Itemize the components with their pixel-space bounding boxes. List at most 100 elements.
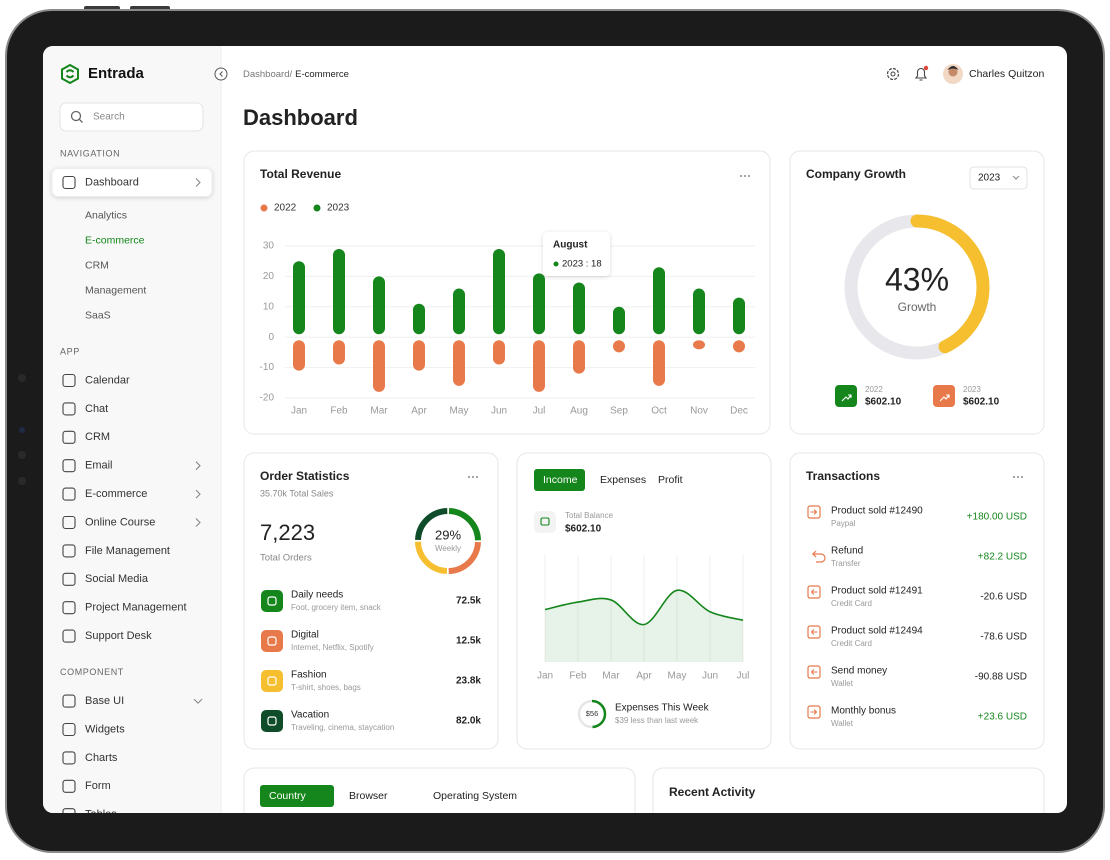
tooltip [543, 232, 610, 276]
nav-item[interactable]: Calendar [85, 374, 130, 386]
bar [453, 288, 465, 335]
device-camera [19, 427, 25, 433]
transaction-icon-arrow [810, 589, 818, 595]
x-tick-label: Oct [651, 406, 667, 417]
tab[interactable]: Expenses [600, 474, 646, 486]
nav-item[interactable]: Form [85, 780, 111, 792]
nav-item[interactable]: Tables [85, 809, 117, 821]
expense-ring-arc [577, 699, 607, 729]
tab[interactable]: Browser [349, 790, 388, 802]
card [652, 767, 1045, 813]
nav-item[interactable]: Email [85, 460, 113, 472]
bar [373, 340, 385, 392]
transaction-icon-arrow [810, 709, 818, 715]
menu-dot [744, 175, 746, 177]
y-tick-label: 0 [268, 332, 274, 343]
card-title: Order Statistics [260, 469, 350, 483]
search-icon [78, 118, 83, 123]
nav-item[interactable]: Charts [85, 752, 118, 764]
user-name[interactable]: Charles Quitzon [969, 68, 1044, 80]
nav-icon [62, 601, 76, 615]
bar [693, 288, 705, 335]
nav-subitem[interactable]: Management [85, 284, 146, 296]
card-title: Total Revenue [260, 167, 341, 181]
nav-item[interactable]: Support Desk [85, 630, 152, 642]
tab[interactable]: Operating System [433, 790, 517, 802]
menu-dot [476, 476, 478, 478]
avatar-hair [947, 66, 959, 70]
weekly-value: 29% [435, 527, 461, 542]
x-tick-label: Jun [491, 406, 507, 417]
tab-active-bg[interactable] [534, 469, 585, 491]
nav-subitem[interactable]: Analytics [85, 209, 127, 221]
breadcrumb-item: E-commerce [295, 69, 349, 80]
transaction-amount: +180.00 USD [967, 512, 1027, 523]
transaction-amount: +23.6 USD [978, 712, 1027, 723]
category-detail: Foot, grocery item, snack [291, 603, 382, 612]
nav-item[interactable]: File Management [85, 545, 170, 557]
nav-icon [62, 544, 76, 558]
weekly-label: Weekly [435, 544, 461, 553]
chevron [195, 178, 201, 187]
x-tick-label: May [450, 406, 469, 417]
nav-item[interactable]: Dashboard [85, 176, 139, 188]
year-select[interactable] [969, 166, 1028, 190]
transaction-amount: -20.6 USD [980, 592, 1027, 603]
nav-item[interactable]: Project Management [85, 602, 187, 614]
transaction-amount: +82.2 USD [978, 552, 1027, 563]
bar [333, 340, 345, 365]
nav-icon [62, 402, 76, 416]
tab-active-bg[interactable] [260, 785, 334, 807]
page-title: Dashboard [243, 105, 358, 130]
legend-label: 2023 [327, 203, 350, 214]
wallet-icon-glyph [540, 517, 550, 526]
nav-icon [62, 430, 76, 444]
x-tick-label: Dec [730, 406, 748, 417]
transaction-label: Product sold #12491 [831, 586, 923, 597]
bar [493, 249, 505, 335]
category-detail: Traveling, cinema, staycation [291, 723, 394, 732]
line [544, 589, 744, 626]
legend-label: 2023 [963, 385, 981, 394]
nav-item[interactable]: CRM [85, 431, 110, 443]
device-sensor [18, 477, 26, 485]
nav-item[interactable]: Chat [85, 403, 108, 415]
nav-icon [62, 515, 76, 530]
year-select-label[interactable]: 2023 [978, 173, 1001, 184]
bar [413, 303, 425, 335]
x-tick-label: May [668, 671, 687, 682]
nav-item[interactable]: Social Media [85, 573, 149, 585]
nav-subitem[interactable]: E-commerce [85, 234, 145, 246]
bar [333, 249, 345, 335]
legend-dot [260, 204, 268, 212]
transaction-icon [807, 585, 821, 599]
legend-label: 2022 [865, 385, 883, 394]
category-icon [261, 630, 283, 652]
search-box[interactable] [59, 102, 204, 132]
transaction-icon [807, 665, 821, 679]
transaction-method: Transfer [831, 559, 861, 568]
nav-subitem[interactable]: SaaS [85, 309, 111, 321]
device-sensor [18, 374, 26, 382]
collapse-button[interactable] [214, 67, 228, 81]
nav-subitem[interactable]: CRM [85, 259, 109, 271]
nav-item[interactable]: Online Course [85, 516, 155, 528]
chevron [195, 489, 201, 499]
section-title: COMPONENT [60, 667, 124, 677]
nav-item[interactable]: Widgets [85, 723, 125, 735]
tab[interactable]: Profit [658, 474, 683, 486]
category-label: Vacation [291, 710, 329, 721]
category-amount: 82.0k [456, 716, 481, 727]
settings-icon[interactable] [886, 67, 900, 81]
category-icon-glyph [267, 716, 277, 726]
search-placeholder[interactable]: Search [93, 112, 125, 123]
legend-icon-arrow [841, 394, 852, 402]
breadcrumb-item[interactable]: Dashboard/ [243, 69, 292, 80]
avatar-face [948, 67, 958, 77]
tab[interactable]: Country [269, 790, 307, 802]
bell-icon[interactable] [914, 67, 928, 81]
bar [453, 340, 465, 386]
nav-item[interactable]: Base UI [85, 695, 124, 707]
tab[interactable]: Income [543, 474, 578, 486]
nav-item[interactable]: E-commerce [85, 488, 147, 500]
